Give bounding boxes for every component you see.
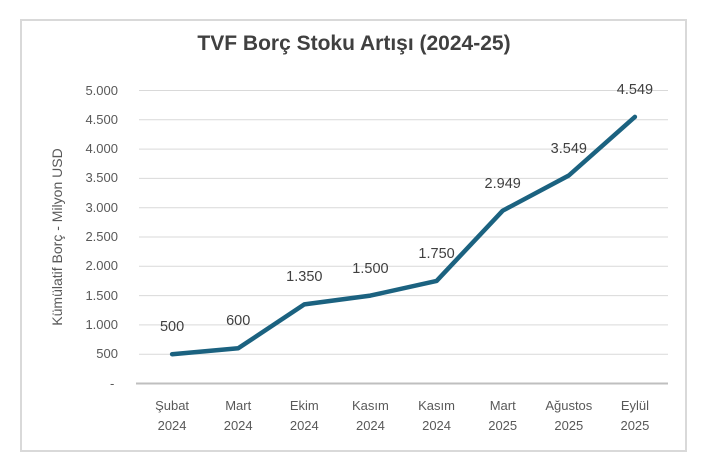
x-category-month: Mart xyxy=(225,398,252,413)
y-tick-label: 4.500 xyxy=(85,111,118,127)
data-point-label: 500 xyxy=(159,319,185,336)
x-category-month: Kasım xyxy=(352,398,389,413)
x-category-month: Kasım xyxy=(418,398,455,413)
x-category-year: 2024 xyxy=(157,418,187,433)
x-category-month: Ağustos xyxy=(545,398,593,413)
x-category-label: Kasım 2024 xyxy=(397,396,477,436)
x-category-label: Eylül 2025 xyxy=(595,396,675,436)
x-category-month: Mart xyxy=(489,398,516,413)
x-category-month: Şubat xyxy=(155,398,190,413)
y-tick-label: 500 xyxy=(96,346,118,362)
x-category-label: Ekim 2024 xyxy=(264,396,344,436)
data-point-label: 600 xyxy=(226,313,251,330)
data-point-label: 1.350 xyxy=(286,269,323,286)
y-tick-label: 3.000 xyxy=(85,199,118,215)
data-point-label: 1.500 xyxy=(352,260,389,277)
chart-frame xyxy=(20,19,687,452)
x-category-year: 2025 xyxy=(488,418,518,433)
x-category-year: 2024 xyxy=(223,418,253,433)
data-point-label: 1.750 xyxy=(418,245,455,262)
y-tick-label: 5.000 xyxy=(85,82,118,98)
x-category-label: Mart 2024 xyxy=(198,396,278,436)
x-category-label: Mart 2025 xyxy=(463,396,543,436)
x-category-year: 2024 xyxy=(355,418,385,433)
data-point-label: 4.549 xyxy=(616,81,654,98)
y-tick-label: - xyxy=(110,375,118,391)
x-category-label: Şubat 2024 xyxy=(132,396,212,436)
series-line xyxy=(169,114,638,357)
y-tick-label: 1.000 xyxy=(85,316,118,332)
x-category-year: 2024 xyxy=(422,418,452,433)
x-category-year: 2025 xyxy=(554,418,584,433)
y-tick-label: 1.500 xyxy=(85,287,118,303)
x-category-month: Ekim xyxy=(289,398,319,413)
y-tick-label: 2.500 xyxy=(85,229,118,244)
y-tick-label: 3.500 xyxy=(85,170,118,186)
y-tick-label: 2.000 xyxy=(85,258,118,274)
x-category-year: 2024 xyxy=(289,418,319,433)
x-category-label: Kasım 2024 xyxy=(330,396,410,436)
data-point-label: 2.949 xyxy=(484,175,521,192)
x-category-year: 2025 xyxy=(620,418,650,433)
y-tick-label: 4.000 xyxy=(85,141,118,157)
data-point-label: 3.549 xyxy=(550,140,587,157)
chart-title: TVF Borç Stoku Artışı (2024-25) xyxy=(197,32,511,55)
x-category-label: Ağustos 2025 xyxy=(529,396,609,436)
x-category-month: Eylül xyxy=(620,398,650,413)
